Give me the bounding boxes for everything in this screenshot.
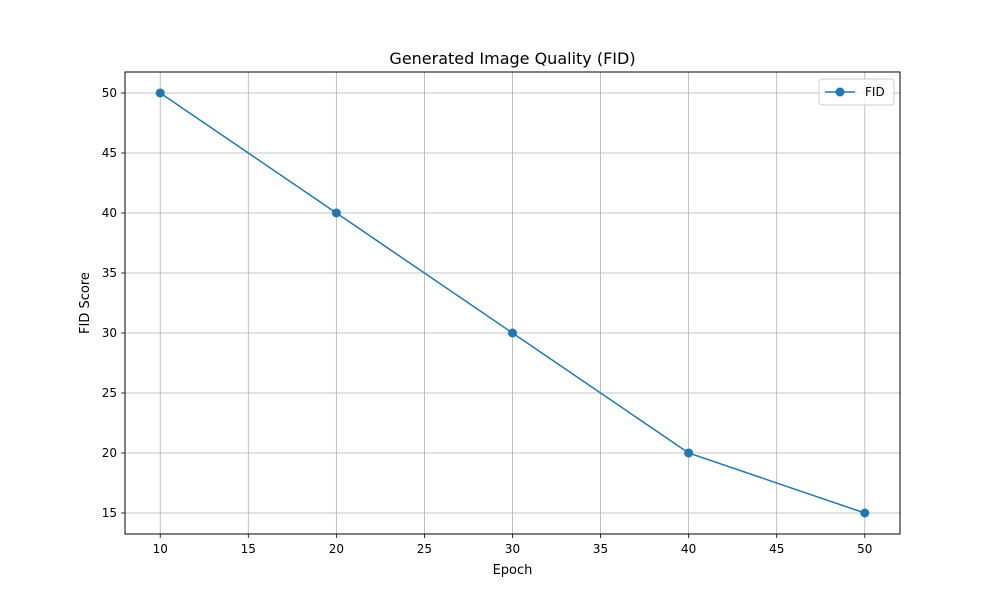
legend: FID: [818, 78, 895, 106]
data-point: [684, 448, 694, 458]
x-tick-label: 15: [241, 542, 256, 556]
x-tick-label: 20: [329, 542, 344, 556]
chart-title: Generated Image Quality (FID): [389, 49, 635, 68]
y-tick-label: 50: [102, 86, 117, 100]
grid: [125, 72, 900, 534]
legend-box: [818, 78, 895, 106]
y-axis-label: FID Score: [78, 272, 93, 334]
y-tick-label: 25: [102, 386, 117, 400]
series-layer: [155, 88, 870, 518]
x-tick-label: 30: [505, 542, 520, 556]
data-point: [331, 208, 341, 218]
y-tick-label: 30: [102, 326, 117, 340]
y-tick-label: 35: [102, 266, 117, 280]
x-axis-label: Epoch: [493, 563, 533, 578]
x-tick-label: 25: [417, 542, 432, 556]
x-axis-ticks: 10 15 20 25 30 35 40 45 50: [153, 534, 872, 556]
y-tick-label: 45: [102, 146, 117, 160]
y-axis-ticks: 15 20 25 30 35 40 45 50: [102, 86, 125, 520]
x-tick-label: 50: [857, 542, 872, 556]
y-tick-label: 20: [102, 446, 117, 460]
plot-frame: [124, 71, 901, 535]
data-point: [860, 508, 870, 518]
x-tick-label: 45: [769, 542, 784, 556]
data-point: [508, 328, 517, 338]
data-point: [155, 88, 165, 98]
legend-marker-swatch: [835, 87, 845, 97]
x-tick-label: 35: [593, 542, 608, 556]
y-tick-label: 40: [102, 206, 117, 220]
y-tick-label: 15: [102, 506, 117, 520]
x-tick-label: 40: [681, 542, 696, 556]
legend-label: FID: [865, 85, 885, 99]
x-tick-label: 10: [153, 542, 168, 556]
